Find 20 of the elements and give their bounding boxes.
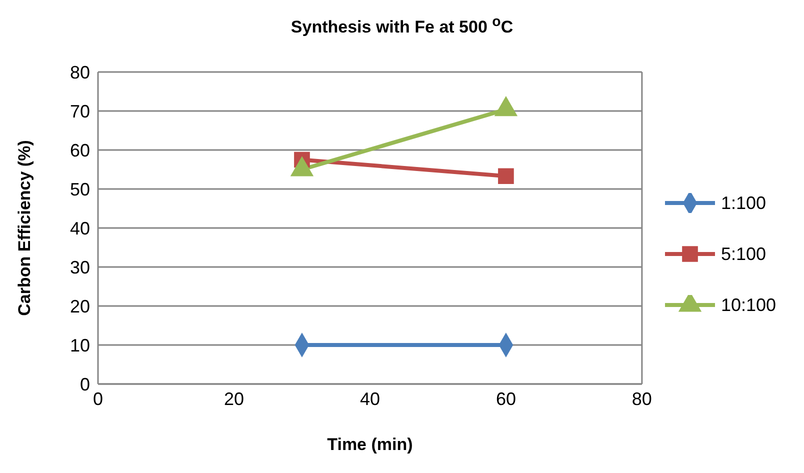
x-tick-label: 0 <box>92 388 104 409</box>
y-tick-label: 0 <box>80 374 90 394</box>
y-tick-label: 80 <box>70 62 90 82</box>
y-tick-label: 20 <box>70 296 90 316</box>
y-tick-label: 60 <box>70 140 90 160</box>
y-tick-label: 40 <box>70 218 90 238</box>
legend-label: 1:100 <box>720 192 766 214</box>
legend-label: 5:100 <box>720 244 766 264</box>
y-tick-label: 30 <box>70 257 90 278</box>
y-tick-label: 50 <box>70 179 90 200</box>
x-tick-label: 20 <box>224 388 244 409</box>
y-tick-label: 70 <box>70 101 90 122</box>
legend-label: 10:100 <box>720 294 776 316</box>
x-tick-label: 80 <box>632 388 652 409</box>
chart-title: Synthesis with Fe at 500 $^{o}$C <box>290 13 514 39</box>
y-axis-title: Carbon Efficiency (%) <box>15 140 34 316</box>
y-tick-label: 10 <box>70 335 90 356</box>
x-tick-label: 40 <box>360 388 380 409</box>
x-axis-title: Time (min) <box>327 435 413 454</box>
x-tick-label: 60 <box>496 388 516 409</box>
